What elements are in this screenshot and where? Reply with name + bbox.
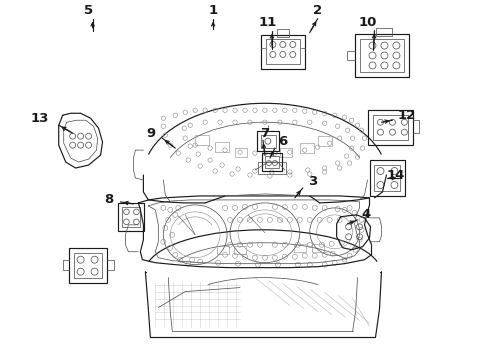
- Bar: [277, 28, 289, 37]
- Bar: [265, 156, 279, 168]
- Bar: [69, 248, 106, 283]
- Text: 13: 13: [30, 112, 49, 125]
- Text: 12: 12: [397, 109, 416, 122]
- Bar: [372, 115, 408, 140]
- Bar: [215, 142, 229, 152]
- Bar: [374, 165, 400, 191]
- Bar: [119, 203, 145, 231]
- Bar: [74, 253, 101, 278]
- Bar: [355, 33, 409, 77]
- Bar: [262, 153, 282, 171]
- Text: 6: 6: [278, 135, 287, 148]
- Text: 9: 9: [146, 127, 155, 140]
- Text: 4: 4: [362, 208, 371, 221]
- Text: 10: 10: [358, 16, 377, 29]
- Text: 8: 8: [104, 193, 114, 206]
- Text: 1: 1: [209, 4, 218, 17]
- Bar: [257, 131, 279, 151]
- Bar: [294, 244, 306, 252]
- Bar: [217, 246, 229, 254]
- Bar: [280, 148, 292, 157]
- Text: 3: 3: [308, 175, 317, 189]
- Text: 14: 14: [387, 168, 405, 181]
- Bar: [235, 148, 247, 157]
- Bar: [312, 244, 324, 252]
- Bar: [122, 207, 141, 227]
- Text: 5: 5: [84, 4, 93, 17]
- Bar: [369, 160, 405, 196]
- Text: 11: 11: [259, 16, 277, 29]
- Bar: [195, 135, 209, 145]
- Bar: [261, 135, 276, 148]
- Bar: [234, 246, 246, 254]
- Bar: [300, 143, 314, 153]
- Bar: [318, 136, 332, 146]
- Text: 2: 2: [313, 4, 322, 17]
- Bar: [261, 35, 305, 69]
- Bar: [376, 28, 392, 36]
- Bar: [360, 39, 404, 72]
- Bar: [368, 110, 414, 145]
- Bar: [258, 162, 286, 174]
- Bar: [266, 39, 300, 64]
- Text: 7: 7: [260, 127, 269, 140]
